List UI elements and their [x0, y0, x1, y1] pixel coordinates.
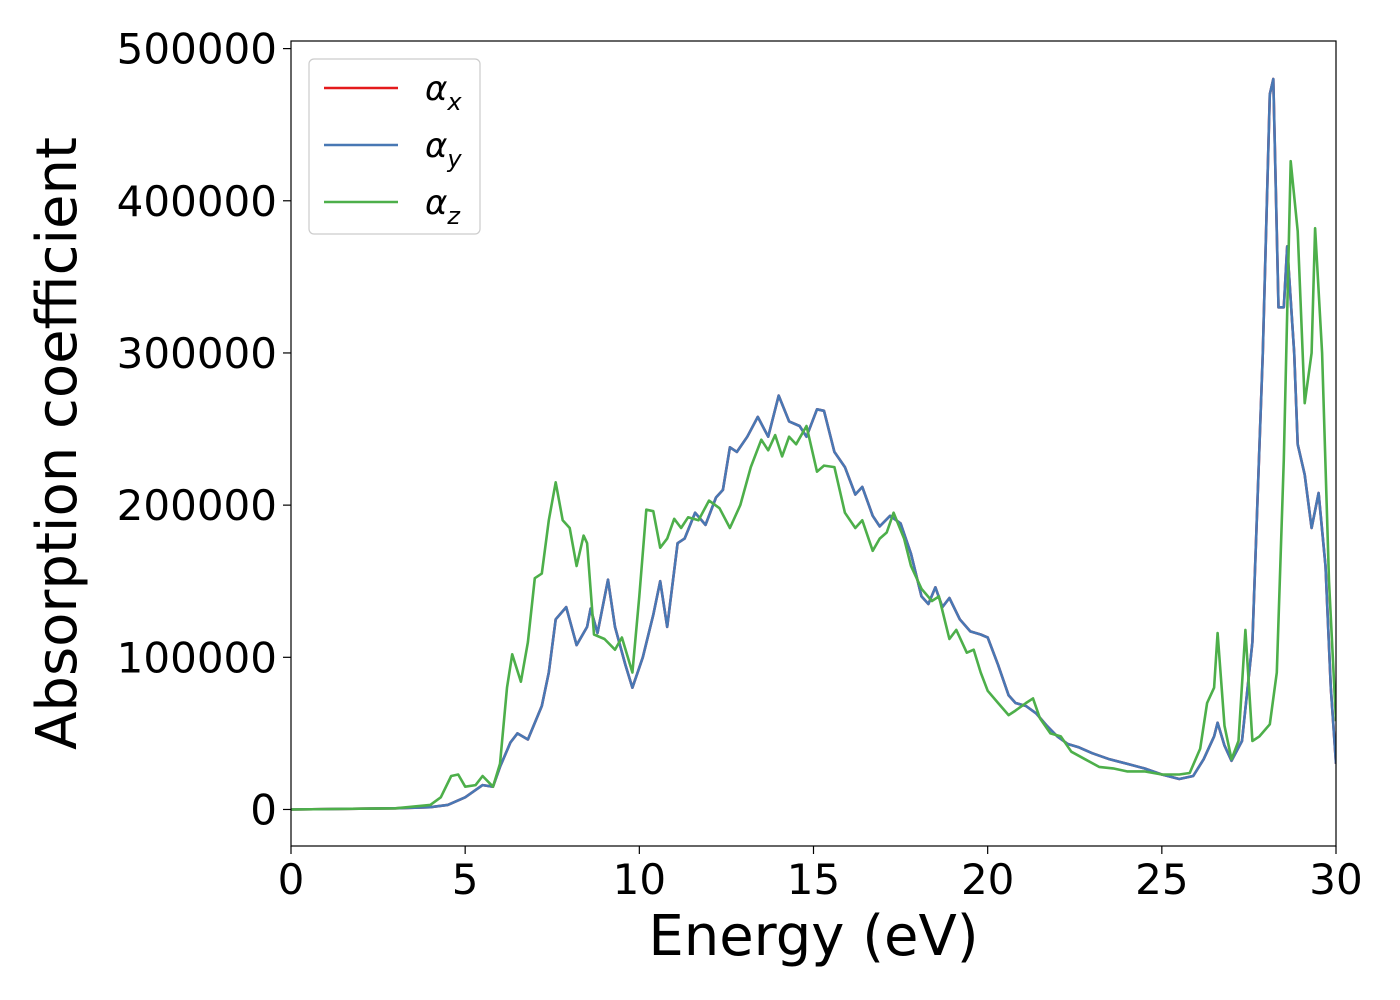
series-layer — [291, 77, 1336, 811]
y-tick-label: 300000 — [117, 329, 277, 378]
x-tick-label: 15 — [787, 855, 840, 904]
x-tick-label: 10 — [613, 855, 666, 904]
y-tick-label: 100000 — [117, 633, 277, 682]
series-line-y — [291, 77, 1336, 811]
ticks-layer: 0 5 10 15 20 25 30 0 100000 200000 300000 400000 500… — [117, 25, 1363, 904]
x-tick-label: 5 — [452, 855, 479, 904]
y-tick-label: 0 — [250, 785, 277, 834]
y-tick-label: 200000 — [117, 481, 277, 530]
y-tick-label: 400000 — [117, 177, 277, 226]
legend-box — [308, 58, 481, 235]
x-axis-label: Energy (eV) — [648, 904, 978, 969]
y-axis-label: Absorption coefficient — [25, 137, 90, 750]
legend-items: αx αy αz — [324, 69, 462, 230]
x-tick-label: 20 — [961, 855, 1014, 904]
x-tick-label: 25 — [1135, 855, 1188, 904]
legend-label-x: αx — [425, 69, 462, 116]
legend: αx αy αz — [308, 58, 481, 235]
legend-label-y: αy — [425, 126, 462, 173]
x-tick-label: 0 — [278, 855, 305, 904]
x-tick-label: 30 — [1309, 855, 1362, 904]
legend-label-z: αz — [425, 183, 461, 230]
series-line-z — [291, 159, 1336, 811]
y-tick-label: 500000 — [117, 25, 277, 74]
